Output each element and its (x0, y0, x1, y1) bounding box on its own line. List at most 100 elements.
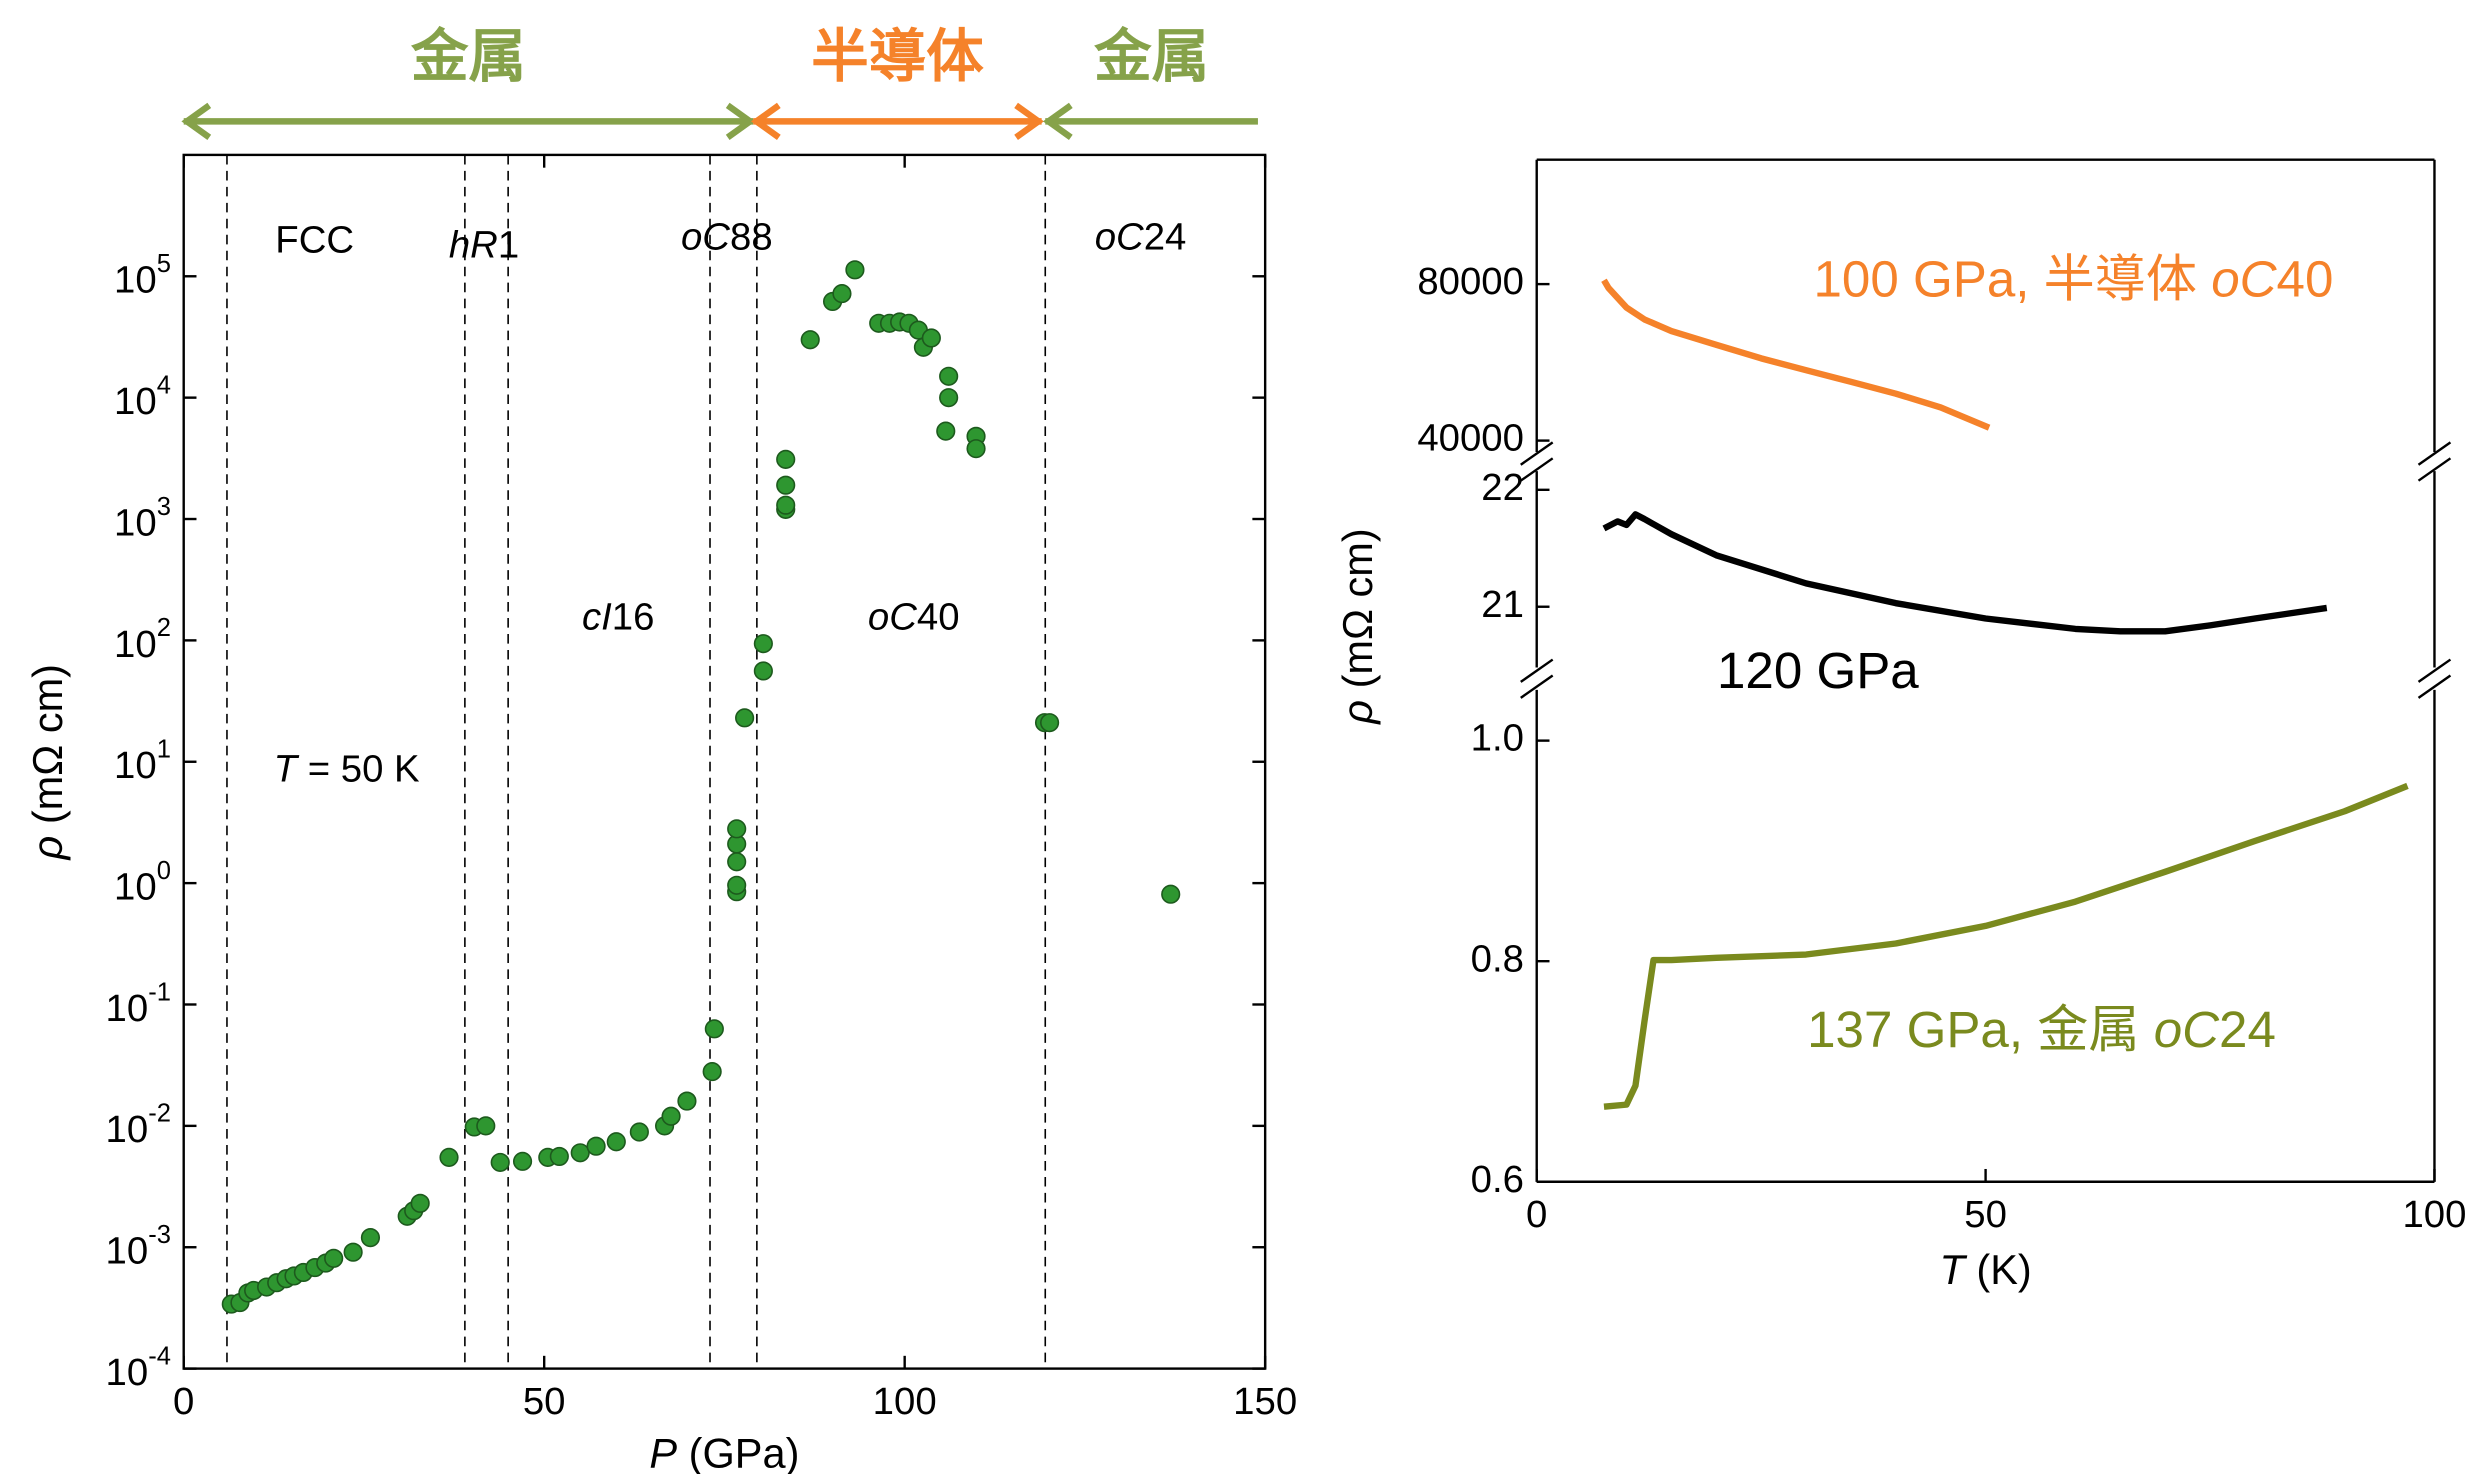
y-axis-label-part: (mΩ cm) (1334, 528, 1381, 700)
data-point (753, 634, 773, 654)
data-point (776, 495, 796, 515)
x-tick-label: 50 (523, 1380, 566, 1423)
axis-break (2417, 441, 2452, 466)
series-label: 100 GPa, 半導体 oC40 (1813, 250, 2333, 307)
y-tick-exponent: 5 (157, 250, 171, 278)
axis-break (1520, 658, 1554, 683)
arrow-head (725, 102, 756, 140)
series-label-part: oC (2211, 250, 2277, 307)
series-label-part: 137 GPa, 金属 (1807, 1001, 2154, 1058)
x-axis-label: T (K) (1939, 1246, 2031, 1293)
arrow-head (1042, 102, 1073, 140)
data-point (661, 1106, 681, 1126)
data-point (606, 1132, 626, 1152)
y-axis-label-part: ρ (1334, 700, 1381, 726)
series-label-part: oC (2154, 1001, 2220, 1058)
x-tick-label: 50 (1964, 1193, 2007, 1236)
phase-label-part: = 50 K (297, 747, 420, 790)
x-axis-label-part: (K) (1965, 1246, 2032, 1293)
data-point (800, 330, 820, 350)
y-tick-base: 10 (106, 1351, 149, 1394)
data-point (570, 1143, 590, 1163)
y-tick-label: 10-1 (106, 978, 171, 1030)
y-tick-label: 100 (114, 857, 171, 909)
data-point (845, 260, 865, 280)
series-label: 137 GPa, 金属 oC24 (1807, 1001, 2276, 1058)
data-point (936, 421, 956, 441)
phase-label-part: 40 (917, 596, 960, 639)
y-tick-label: 103 (114, 493, 171, 545)
y-tick-exponent: 1 (157, 735, 171, 763)
y-tick-label: 105 (114, 250, 171, 302)
y-tick-label: 22 (1481, 466, 1524, 509)
data-point (476, 1116, 496, 1136)
region-label: 金属 (411, 25, 526, 89)
x-tick-label: 100 (873, 1380, 937, 1423)
data-point (753, 661, 773, 681)
y-tick-base: 10 (106, 987, 149, 1030)
data-point (549, 1146, 569, 1167)
x-tick-label: 150 (1233, 1380, 1297, 1423)
x-axis-label-part: (GPa) (677, 1429, 799, 1474)
y-tick-base: 10 (106, 1108, 149, 1151)
phase-label-part: oC (868, 596, 917, 639)
data-point (704, 1019, 724, 1039)
phase-label-part: hR (449, 224, 498, 267)
axis-break (2417, 658, 2452, 683)
y-tick-base: 10 (114, 380, 157, 423)
y-tick-exponent: -3 (148, 1221, 171, 1249)
y-tick-exponent: 3 (157, 493, 171, 521)
phase-label: hR1 (449, 224, 519, 267)
arrow-head (750, 102, 781, 140)
series-label-part: 40 (2277, 250, 2334, 307)
series-label-part: 120 GPa (1717, 641, 1919, 698)
y-tick-base: 10 (114, 502, 157, 545)
y-tick-exponent: 0 (157, 857, 171, 885)
data-point (939, 388, 959, 408)
x-tick-label: 0 (1526, 1193, 1547, 1236)
series-line (1602, 511, 2328, 635)
y-tick-label: 102 (114, 614, 171, 666)
axis-break (2417, 674, 2452, 699)
data-point (360, 1228, 381, 1248)
series-label-part: 100 GPa, 半導体 (1813, 250, 2211, 307)
axis-break (1520, 441, 1554, 466)
phase-label-part: 1 (498, 224, 519, 267)
y-tick-base: 10 (114, 866, 157, 909)
phase-label-part: FCC (275, 219, 354, 262)
series-label: 120 GPa (1717, 641, 1919, 698)
y-tick-label: 40000 (1417, 417, 1524, 460)
phase-label-part: 24 (1144, 216, 1187, 259)
data-point (439, 1147, 459, 1167)
series-label-part: 24 (2219, 1001, 2276, 1058)
y-axis-label-part: ρ (24, 836, 71, 862)
data-point (939, 366, 959, 386)
data-point (512, 1151, 533, 1171)
y-tick-label: 10-4 (106, 1342, 171, 1394)
y-tick-base: 10 (114, 744, 157, 787)
axis-break (2417, 457, 2452, 482)
phase-label: FCC (275, 219, 354, 262)
y-tick-exponent: -1 (148, 978, 171, 1006)
x-tick-label: 100 (2402, 1193, 2466, 1236)
y-tick-label: 21 (1481, 583, 1524, 626)
arrow-head (181, 102, 212, 140)
data-point (727, 819, 747, 839)
y-tick-base: 10 (114, 259, 157, 302)
data-point (702, 1062, 722, 1082)
y-tick-exponent: 4 (157, 371, 171, 399)
y-tick-label: 101 (114, 735, 171, 787)
y-axis-label: ρ (mΩ cm) (1334, 528, 1381, 725)
phase-label-part: T (274, 747, 300, 790)
data-point (966, 439, 986, 459)
data-point (1161, 884, 1181, 904)
data-point (324, 1248, 344, 1268)
y-axis-label: ρ (mΩ cm) (24, 664, 71, 861)
phase-label: cI16 (582, 596, 654, 639)
series-line (1603, 782, 2409, 1110)
region-label: 半導体 (811, 25, 984, 89)
y-tick-exponent: -4 (148, 1342, 171, 1370)
data-point (832, 284, 852, 304)
